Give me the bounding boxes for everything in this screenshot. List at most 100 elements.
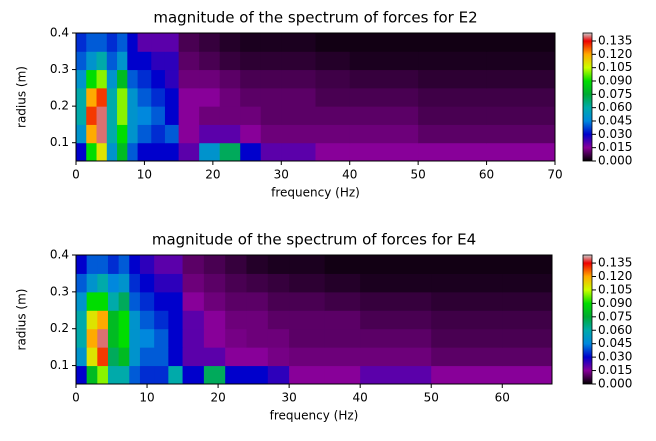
y-tick-label: 0.2 [50,99,69,113]
heat-cell [360,255,432,274]
y-tick-label: 0.3 [50,284,69,298]
heat-cell [203,328,226,348]
heat-cell [76,106,87,125]
heat-cell [289,291,326,311]
heat-cell [349,69,419,89]
heat-cell [107,328,120,348]
heat-cell [129,347,141,367]
heat-cell [86,255,98,274]
heat-cell [246,255,269,274]
heat-cell [76,328,88,348]
heat-cell [164,69,180,89]
heat-cell [289,347,326,367]
heat-cell [315,124,351,144]
x-tick-label: 10 [137,168,152,182]
heat-cell [97,365,109,385]
heat-cell [86,106,98,125]
heat-cell [127,33,139,52]
x-tick-label: 70 [547,168,562,182]
heat-cell [431,255,503,274]
heat-cell [76,124,87,144]
heat-cell [129,365,141,385]
heat-cell [486,87,556,107]
heat-cell [240,33,262,52]
heat-cell [315,51,351,71]
y-tick-label: 0.2 [50,321,69,335]
colorbar-tick-label: 0.045 [598,336,632,350]
heat-cell [86,124,98,144]
heat-cell [324,291,361,311]
colorbar-tick-label: 0.015 [598,140,632,154]
heat-cell [203,255,226,274]
colorbar-tick-label: 0.075 [598,309,632,323]
colorbar-tick-label: 0.030 [598,350,632,364]
heat-cell [502,328,553,348]
heat-cell [203,291,226,311]
heat-cell [139,310,155,330]
heat-cell [168,291,184,311]
heat-cell [96,106,108,125]
heat-cell [151,33,166,52]
x-axis-label: frequency (Hz) [270,409,359,423]
heat-cell [260,142,282,162]
heat-cell [360,328,432,348]
x-tick-label: 40 [353,391,368,405]
heat-cell [86,310,98,330]
heat-cell [219,69,241,89]
heat-cell [246,273,269,293]
heat-cell [76,291,88,311]
heat-cell [106,142,118,162]
heat-cell [486,33,556,52]
heat-cell [76,142,87,162]
heat-cell [199,87,221,107]
heat-cell [225,310,248,330]
heat-cell [178,142,200,162]
y-tick-label: 0.1 [50,135,69,149]
heat-cell [127,69,139,89]
x-tick-label: 60 [495,391,510,405]
heat-cell [129,255,141,274]
heat-cell [86,142,98,162]
heat-cell [203,365,226,385]
heat-cell [267,328,290,348]
heat-cell [199,69,221,89]
heat-cell [107,365,120,385]
heat-cell [76,273,88,293]
colorbar-tick-label: 0.060 [598,100,632,114]
heat-cell [260,51,282,71]
heat-cell [164,51,180,71]
heat-cell [225,291,248,311]
colorbar-tick-label: 0.090 [598,296,632,310]
heat-cell [246,365,269,385]
heat-cell [178,69,200,89]
heat-cell [118,328,130,348]
heat-cell [267,273,290,293]
heat-cell [151,106,166,125]
heat-cell [178,87,200,107]
colorbar-tick-label: 0.135 [598,34,632,48]
heat-cell [117,33,128,52]
heat-cell [267,255,290,274]
colorbar-tick-label: 0.000 [598,377,632,391]
heat-cell [86,87,98,107]
heat-cell [117,142,128,162]
heat-cell [324,310,361,330]
heat-cell [117,87,128,107]
heat-cell [127,87,139,107]
heat-cell [431,273,503,293]
heat-cell [219,124,241,144]
heat-cell [107,291,120,311]
heat-cell [199,51,221,71]
heat-cell [76,347,88,367]
y-tick-label: 0.3 [50,62,69,76]
colorbar-tick-label: 0.105 [598,60,632,74]
heat-cell [260,124,282,144]
heat-cell [106,124,118,144]
heat-cell [219,33,241,52]
heat-cell [139,273,155,293]
heat-cell [240,69,262,89]
heat-cell [502,291,553,311]
heat-cell [246,291,269,311]
heat-cell [127,51,139,71]
heat-cell [240,142,262,162]
